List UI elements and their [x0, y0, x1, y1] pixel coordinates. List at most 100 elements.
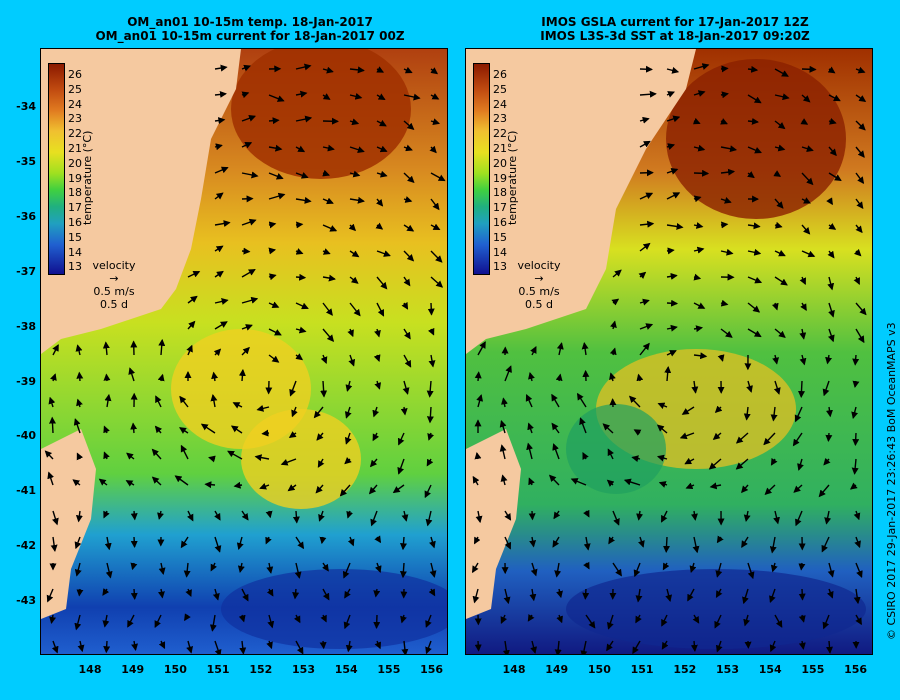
y-axis-tick-label: -43: [16, 594, 36, 608]
colorbar-tick-label: 16: [68, 216, 82, 229]
current-arrow: [98, 478, 108, 486]
current-arrow: [690, 640, 698, 652]
current-arrow: [349, 250, 360, 258]
current-arrow: [797, 380, 805, 399]
current-arrow: [623, 478, 641, 486]
current-arrow: [430, 118, 441, 126]
current-arrow: [127, 614, 135, 628]
current-arrow: [501, 397, 508, 408]
x-axis-tick-label: 149: [545, 663, 569, 676]
current-arrow: [771, 302, 779, 311]
current-arrow: [295, 63, 312, 71]
current-arrow: [827, 250, 835, 259]
current-arrow: [801, 172, 814, 186]
current-arrow: [397, 458, 405, 475]
current-arrow: [214, 90, 227, 98]
left-title-line1: OM_an01 10-15m temp. 18-Jan-2017: [127, 15, 373, 29]
current-arrow: [322, 66, 334, 74]
current-arrow: [179, 395, 189, 408]
current-arrow: [376, 145, 388, 153]
current-arrow: [741, 536, 749, 548]
current-arrow: [824, 510, 832, 525]
current-arrow: [774, 93, 790, 101]
current-arrow: [72, 479, 81, 487]
current-arrow: [230, 425, 243, 434]
current-arrow: [426, 458, 434, 467]
current-arrow: [747, 146, 762, 154]
current-arrow: [316, 432, 324, 441]
current-arrow: [349, 146, 365, 154]
current-arrow: [131, 640, 139, 651]
current-arrow: [155, 395, 162, 408]
current-arrow: [526, 442, 534, 460]
colorbar-tick-label: 23: [68, 112, 82, 126]
current-arrow: [528, 371, 535, 382]
current-arrow: [720, 118, 728, 125]
current-arrow: [427, 327, 435, 336]
copyright-text: © CSIRO 2017 29-Jan-2017 23:26:43 BoM Oc…: [885, 322, 898, 640]
current-arrow: [322, 144, 335, 152]
current-arrow: [370, 510, 378, 527]
colorbar-tick-label: 25: [68, 82, 82, 96]
current-arrow: [639, 116, 650, 124]
current-arrow: [769, 536, 777, 554]
current-arrow: [227, 450, 243, 460]
current-arrow: [317, 458, 325, 468]
y-axis-tick-label: -42: [16, 539, 36, 553]
current-arrow: [241, 296, 259, 304]
current-arrow: [656, 424, 668, 434]
current-arrow: [214, 640, 222, 654]
current-arrow: [691, 380, 699, 394]
current-arrow: [349, 170, 361, 178]
current-arrow: [679, 432, 695, 440]
current-arrow: [612, 562, 622, 577]
current-arrow: [128, 367, 136, 382]
current-arrow: [708, 458, 722, 470]
current-arrow: [392, 484, 405, 494]
right-current-arrows: [471, 63, 867, 654]
x-axis-tick-label: 150: [587, 663, 611, 676]
current-arrow: [425, 640, 432, 654]
current-arrow: [295, 536, 305, 550]
x-axis-tick-label: 148: [502, 663, 526, 676]
current-arrow: [295, 302, 309, 310]
current-arrow: [374, 328, 381, 338]
current-arrow: [855, 198, 864, 210]
current-arrow: [826, 197, 833, 206]
y-axis-tick-label: -36: [16, 209, 36, 223]
current-arrow: [187, 270, 201, 278]
current-arrow: [322, 302, 333, 316]
current-arrow: [801, 145, 814, 152]
current-arrow: [241, 171, 259, 179]
current-arrow: [294, 562, 302, 579]
current-arrow: [319, 640, 327, 650]
current-arrow: [430, 223, 441, 231]
y-axis-tick-label: -37: [16, 264, 36, 278]
colorbar-tick-label: 17: [68, 201, 82, 215]
current-arrow: [720, 197, 732, 204]
current-arrow: [855, 328, 865, 344]
y-axis-tick-label: -38: [16, 319, 36, 333]
current-arrow: [827, 588, 834, 599]
current-arrow: [374, 535, 382, 544]
current-arrow: [774, 276, 788, 286]
current-arrow: [639, 220, 655, 228]
current-arrow: [774, 328, 786, 338]
current-arrow: [373, 354, 381, 362]
current-arrow: [208, 455, 216, 463]
current-arrow: [792, 432, 803, 447]
current-arrow: [555, 373, 563, 382]
x-axis-tick-label: 154: [334, 663, 358, 676]
right-panel-title: IMOS GSLA current for 17-Jan-2017 12Z IM…: [465, 15, 885, 43]
current-arrow: [348, 223, 357, 232]
current-arrow: [74, 536, 82, 550]
current-arrow: [661, 640, 669, 650]
current-arrow: [372, 432, 380, 442]
current-arrow: [424, 484, 432, 499]
current-arrow: [681, 406, 695, 415]
current-arrow: [339, 484, 351, 497]
current-arrow: [105, 562, 113, 579]
current-arrow: [687, 588, 695, 602]
left-current-arrows: [44, 63, 446, 654]
current-arrow: [747, 222, 761, 230]
